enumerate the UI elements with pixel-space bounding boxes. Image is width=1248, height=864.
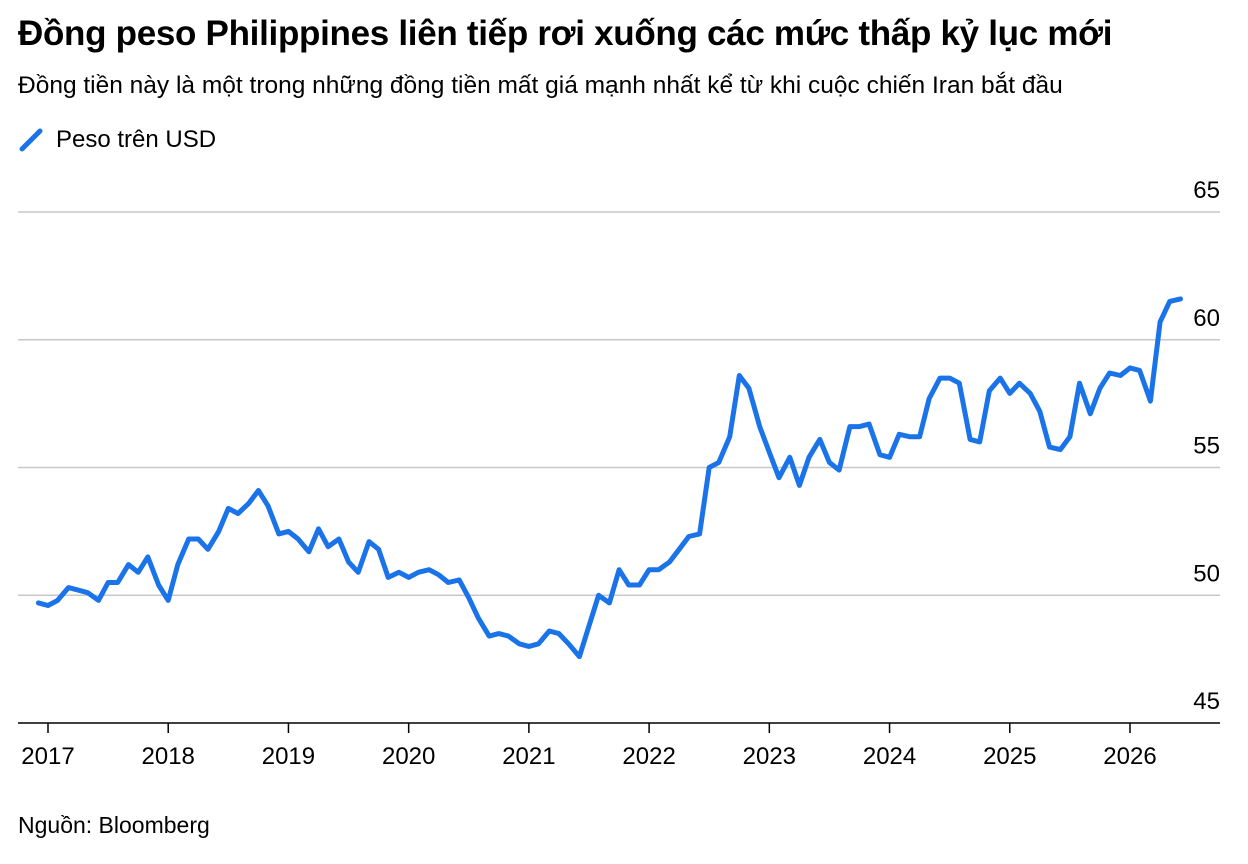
legend-label-series: Peso trên USD: [56, 126, 217, 153]
x-tick-label-2023: 2023: [743, 743, 796, 770]
source-note: Nguồn: Bloomberg: [18, 812, 210, 838]
series-layer: [35, 296, 1183, 660]
x-tick-label-2024: 2024: [863, 743, 916, 770]
x-tick-label-2019: 2019: [262, 743, 315, 770]
y-tick-label-50: 50: [1193, 560, 1220, 587]
grid-lines: [18, 211, 1220, 596]
x-tick-label-2026: 2026: [1103, 743, 1156, 770]
y-tick-label-55: 55: [1193, 433, 1220, 460]
x-tick-label-2021: 2021: [502, 743, 555, 770]
chart-legend: Peso trên USD: [18, 126, 216, 154]
y-tick-label-65: 65: [1193, 177, 1220, 204]
x-tick-label-2025: 2025: [983, 743, 1036, 770]
x-tick-label-2022: 2022: [622, 743, 675, 770]
y-tick-label-45: 45: [1193, 688, 1220, 715]
y-axis-ticks: 45 50 55 60 65: [1193, 177, 1220, 715]
x-tick-label-2018: 2018: [142, 743, 195, 770]
y-tick-label-60: 60: [1193, 305, 1220, 332]
x-tick-label-2020: 2020: [382, 743, 435, 770]
series-line-0: [35, 296, 1183, 660]
x-tick-label-2017: 2017: [21, 743, 74, 770]
legend-line-icon: [19, 128, 43, 152]
chart-subtitle: Đồng tiền này là một trong những đồng ti…: [18, 72, 1063, 99]
chart-title: Đồng peso Philippines liên tiếp rơi xuốn…: [18, 14, 1113, 53]
x-axis: 2017 2018 2019 2020 2021 2022 2023 2024 2025 2026: [18, 722, 1220, 770]
